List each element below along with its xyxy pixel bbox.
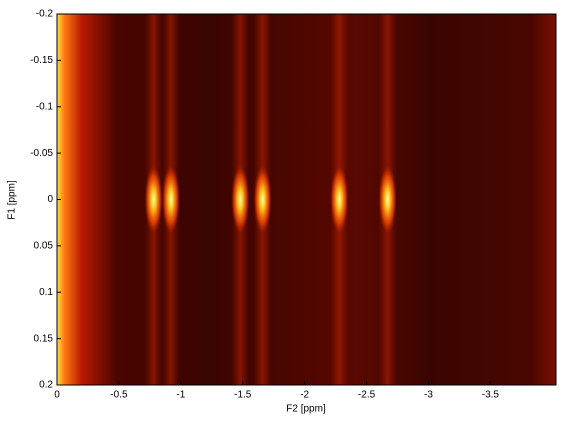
x-tick-label: -3 xyxy=(424,390,433,401)
x-tick-label: -2.5 xyxy=(358,390,376,401)
x-tick-label: -3.5 xyxy=(482,390,500,401)
y-tick-label: -0.05 xyxy=(30,148,53,159)
peak xyxy=(378,165,397,234)
y-tick-label: -0.1 xyxy=(36,101,54,112)
plot-area xyxy=(144,14,397,385)
x-tick-label: -1 xyxy=(176,390,185,401)
x-tick-label: -2 xyxy=(300,390,309,401)
y-tick-label: 0.15 xyxy=(34,333,54,344)
x-tick-label: -0.5 xyxy=(110,390,128,401)
x-tick-label: -1.5 xyxy=(234,390,252,401)
peak xyxy=(231,165,250,234)
y-tick-label: 0.05 xyxy=(34,241,54,252)
peak xyxy=(253,165,272,234)
y-tick-label: 0 xyxy=(47,194,53,205)
y-axis-label: F1 [ppm] xyxy=(7,180,18,220)
x-tick-label: 0 xyxy=(54,390,60,401)
y-tick-label: 0.2 xyxy=(39,380,53,391)
x-axis-label: F2 [ppm] xyxy=(286,404,326,415)
y-tick-label: -0.15 xyxy=(30,55,53,66)
peak xyxy=(330,165,349,234)
heatmap-background xyxy=(57,14,556,385)
y-tick-label: 0.1 xyxy=(39,287,53,298)
peak xyxy=(144,165,163,234)
y-tick-label: -0.2 xyxy=(36,9,54,20)
peak xyxy=(161,165,180,234)
